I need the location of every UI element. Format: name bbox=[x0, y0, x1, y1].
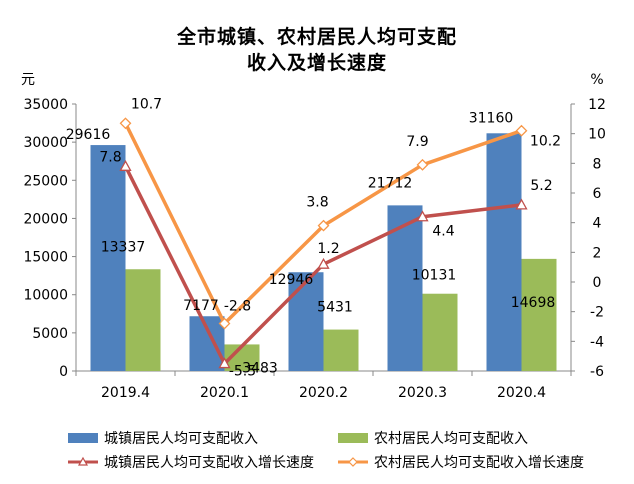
right-tick-label: 8 bbox=[593, 156, 602, 172]
data-label-rural-growth: 10.2 bbox=[530, 134, 561, 150]
legend-swatch-urban-growth bbox=[68, 456, 98, 466]
data-label-rural-growth: 7.9 bbox=[406, 134, 428, 150]
data-label-urban-growth: 7.8 bbox=[99, 149, 121, 165]
marker-rural-growth bbox=[416, 158, 429, 171]
left-tick-label: 35000 bbox=[23, 97, 68, 113]
right-tick-label: 0 bbox=[593, 275, 602, 291]
bar-rural-income bbox=[521, 258, 557, 371]
data-label-rural-growth: 10.7 bbox=[131, 96, 162, 112]
data-label-urban-growth: 1.2 bbox=[317, 241, 339, 257]
data-label-rural-income: 3483 bbox=[242, 360, 278, 376]
bar-urban-income bbox=[90, 145, 126, 371]
legend-label-urban-growth: 城镇居民人均可支配收入增长速度 bbox=[104, 455, 314, 471]
legend-label-rural-growth: 农村居民人均可支配收入增长速度 bbox=[374, 455, 584, 471]
right-tick-label: 2 bbox=[593, 245, 602, 261]
bar-urban-income bbox=[387, 205, 423, 371]
right-tick-label: 6 bbox=[593, 186, 602, 202]
marker-urban-growth bbox=[416, 210, 429, 222]
legend-label-rural-income: 农村居民人均可支配收入 bbox=[374, 431, 528, 447]
data-label-urban-income: 21712 bbox=[368, 175, 413, 191]
left-tick-label: 25000 bbox=[23, 173, 68, 189]
chart-title-line2: 收入及增长速度 bbox=[246, 52, 387, 74]
data-label-rural-growth: 3.8 bbox=[306, 195, 328, 211]
marker-urban-growth bbox=[119, 159, 132, 171]
data-label-rural-income: 13337 bbox=[101, 239, 146, 255]
left-tick-label: 10000 bbox=[23, 288, 68, 304]
marker-urban-growth bbox=[218, 357, 231, 369]
left-tick-label: 20000 bbox=[23, 211, 68, 227]
marker-rural-growth bbox=[515, 124, 528, 137]
x-tick-label: 2020.2 bbox=[299, 385, 348, 401]
x-tick-label: 2020.4 bbox=[497, 385, 546, 401]
left-unit-label: 元 bbox=[21, 72, 35, 88]
right-tick-label: -4 bbox=[590, 334, 604, 350]
legend-swatch-rural-income bbox=[338, 433, 368, 443]
data-label-urban-income: 12946 bbox=[269, 272, 314, 288]
right-tick-label: -2 bbox=[590, 305, 604, 321]
right-tick-label: -6 bbox=[590, 364, 604, 380]
right-tick-label: 10 bbox=[588, 127, 606, 143]
right-tick-label: 12 bbox=[588, 97, 606, 113]
legend-item-urban-growth: 城镇居民人均可支配收入增长速度 bbox=[68, 452, 314, 472]
data-label-urban-income: 29616 bbox=[66, 127, 111, 143]
data-label-urban-income: 31160 bbox=[469, 110, 514, 126]
x-tick-label: 2020.3 bbox=[398, 385, 447, 401]
x-tick-label: 2020.1 bbox=[200, 385, 249, 401]
marker-urban-growth bbox=[317, 257, 330, 269]
legend-item-rural-income: 农村居民人均可支配收入 bbox=[338, 428, 528, 448]
data-label-rural-income: 5431 bbox=[317, 300, 353, 316]
left-tick-label: 5000 bbox=[32, 326, 68, 342]
right-unit-label: % bbox=[590, 72, 603, 88]
bar-urban-income bbox=[189, 316, 225, 371]
left-tick-label: 15000 bbox=[23, 250, 68, 266]
left-tick-label: 0 bbox=[59, 364, 68, 380]
right-tick-label: 4 bbox=[593, 216, 602, 232]
marker-rural-growth bbox=[317, 219, 330, 232]
data-label-urban-growth: 5.2 bbox=[530, 178, 552, 194]
bar-rural-income bbox=[323, 329, 359, 371]
marker-rural-growth bbox=[119, 117, 132, 130]
bar-urban-income bbox=[288, 272, 324, 371]
data-label-rural-growth: -2.8 bbox=[224, 299, 251, 315]
data-label-rural-income: 10131 bbox=[412, 268, 457, 284]
marker-urban-growth bbox=[515, 198, 528, 210]
data-label-rural-income: 14698 bbox=[511, 295, 556, 311]
data-label-urban-income: 7177 bbox=[183, 298, 219, 314]
x-tick-label: 2019.4 bbox=[101, 385, 150, 401]
legend-swatch-rural-growth bbox=[338, 457, 368, 467]
bar-urban-income bbox=[486, 133, 522, 371]
legend-label-urban-income: 城镇居民人均可支配收入 bbox=[104, 431, 258, 447]
legend-swatch-urban-income bbox=[68, 433, 98, 443]
left-tick-label: 30000 bbox=[23, 135, 68, 151]
legend-item-urban-income: 城镇居民人均可支配收入 bbox=[68, 428, 258, 448]
chart-title-line1: 全市城镇、农村居民人均可支配 bbox=[176, 26, 457, 48]
data-label-urban-growth: -5.5 bbox=[229, 364, 256, 380]
bar-rural-income bbox=[422, 293, 458, 371]
marker-rural-growth bbox=[218, 317, 231, 330]
data-label-urban-growth: 4.4 bbox=[432, 224, 454, 240]
bar-rural-income bbox=[125, 269, 161, 371]
legend-item-rural-growth: 农村居民人均可支配收入增长速度 bbox=[338, 452, 584, 472]
